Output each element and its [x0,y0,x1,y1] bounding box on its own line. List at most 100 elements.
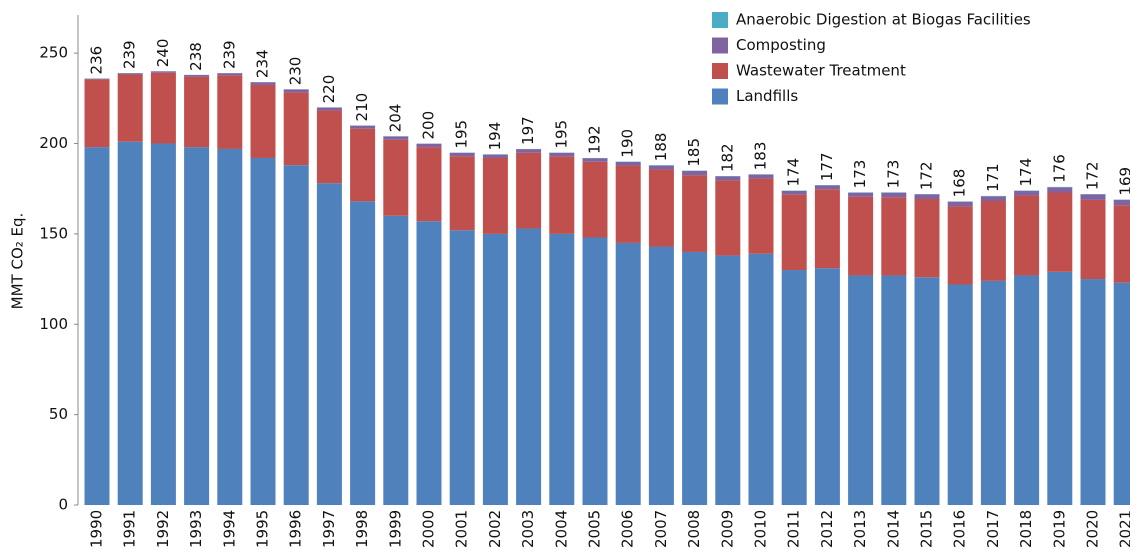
x-tick-label: 2012 [818,510,836,548]
bar-segment [1080,279,1106,505]
x-tick-label: 2011 [785,510,803,548]
total-label: 240 [154,39,172,68]
legend-swatch [712,37,728,54]
total-label: 195 [453,120,471,149]
total-label: 176 [1050,154,1068,183]
bar-segment [416,221,442,505]
bar-segment [449,230,475,505]
bar-segment [781,270,807,505]
x-tick-label: 1997 [320,510,338,548]
total-label: 172 [918,161,936,190]
bar-segment [416,143,442,148]
total-label: 230 [287,57,305,86]
bar-segment [416,147,442,222]
x-tick-label: 2004 [552,510,570,548]
bar-segment [814,185,840,190]
bar-segment [184,147,210,505]
bar-segment [615,242,641,506]
bar-segment [1113,199,1130,206]
bar-segment [516,228,542,505]
bar-segment [217,75,243,149]
bar-segment [881,192,907,198]
bar-segment [848,275,874,505]
x-tick-label: 2013 [851,510,869,548]
bar-segment [1080,194,1106,200]
x-tick-label: 2015 [918,510,936,548]
bar-segment [482,157,508,234]
bar-segment [84,147,110,505]
bar-segment [316,183,342,505]
bar-segment [250,82,276,85]
legend-label: Landfills [736,87,798,105]
x-tick-label: 2019 [1050,510,1068,548]
total-label: 238 [187,42,205,71]
bar-segment [748,174,774,179]
bar-segment [1014,190,1040,196]
legend-label: Wastewater Treatment [736,62,906,80]
bar-segment [449,152,475,157]
bar-segment [150,71,176,73]
total-label: 173 [851,160,869,189]
x-tick-label: 2014 [884,510,902,548]
bar-segment [914,199,940,278]
bar-segment [748,178,774,254]
x-tick-label: 1992 [154,510,172,548]
bar-segment [615,161,641,166]
bar-segment [781,194,807,271]
bar-segment [715,255,741,505]
x-tick-label: 2003 [519,510,537,548]
legend-swatch [712,63,728,79]
x-tick-label: 1990 [88,510,106,548]
bar-segment [748,253,774,505]
total-label: 200 [420,111,438,140]
bar-segment [582,237,608,505]
bar-segment [549,233,575,505]
bar-segment [980,200,1006,281]
x-tick-label: 1998 [353,510,371,548]
bar-segment [1014,275,1040,505]
x-tick-label: 1991 [121,510,139,548]
bar-segment [283,89,309,93]
bar-segment [482,233,508,505]
bar-segment [582,161,608,238]
x-tick-label: 2020 [1084,510,1102,548]
total-label: 220 [320,75,338,104]
bar-segment [1014,195,1040,276]
y-tick-label: 200 [39,134,68,152]
bar-segment [682,175,708,252]
total-label: 234 [254,49,272,78]
bar-segment [150,143,176,505]
y-tick-label: 250 [39,44,68,62]
x-tick-label: 2005 [586,510,604,548]
x-tick-label: 1995 [254,510,272,548]
bar-segment [947,201,973,207]
y-tick-label: 100 [39,315,68,333]
x-tick-label: 2006 [619,510,637,548]
bar-segment [980,280,1006,505]
bar-segment [980,196,1006,201]
bar-segment [283,165,309,506]
total-label: 185 [685,138,703,167]
bar-segment [383,139,409,216]
legend-swatch [712,88,728,105]
bar-segment [1113,282,1130,505]
x-tick-label: 1999 [386,510,404,548]
total-label: 236 [88,46,106,75]
total-label: 174 [1017,158,1035,187]
x-tick-label: 2002 [486,510,504,548]
total-label: 194 [486,122,504,151]
bar-segment [482,154,508,158]
total-label: 188 [652,133,670,162]
bar-segment [516,152,542,229]
bar-segment [350,128,376,202]
bar-segment [814,189,840,269]
bar-segment [150,72,176,144]
bar-segment [449,156,475,231]
legend-swatch [712,12,728,28]
total-label: 173 [884,160,902,189]
total-label: 195 [552,120,570,149]
bar-segment [848,192,874,197]
x-tick-label: 2017 [984,510,1002,548]
total-label: 169 [1117,167,1130,196]
total-label: 171 [984,163,1002,192]
